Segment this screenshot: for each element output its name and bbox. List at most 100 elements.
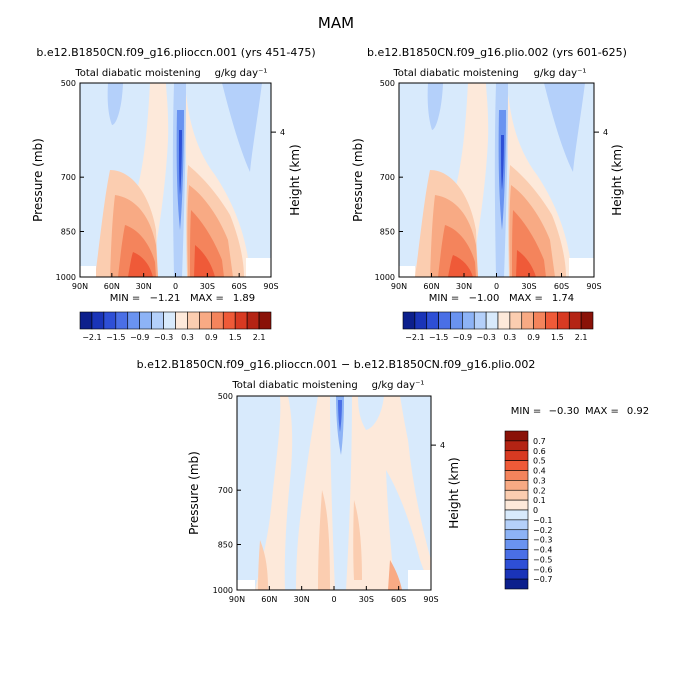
x-tick-label: 90S (263, 282, 278, 291)
colorbar-label: 0.2 (533, 486, 546, 495)
panel-difference-min-label: MIN = (511, 406, 542, 417)
x-tick-label: 90N (72, 282, 88, 291)
x-tick-label: 60S (391, 595, 406, 604)
y-tick-right-label: 4 (603, 128, 608, 137)
colorbar-label: 0.3 (504, 333, 517, 342)
x-tick-label: 60N (261, 595, 277, 604)
colorbar-swatch (103, 311, 117, 330)
colorbar-swatch (199, 311, 212, 330)
colorbar-swatch (127, 311, 140, 330)
colorbar-swatch (79, 311, 93, 330)
x-tick-label: 30N (456, 282, 472, 291)
colorbar-label: 0.6 (533, 447, 546, 456)
panel-plioccn-min-label: MIN = (110, 293, 141, 304)
colorbar-swatch (414, 311, 428, 330)
panel-plioccn-max-label: MAX = (190, 293, 224, 304)
field-pos-3 (258, 540, 268, 590)
colorbar-swatch (402, 311, 416, 330)
field-mask-north (237, 580, 255, 590)
panel-plioccn-field (80, 83, 271, 277)
colorbar-swatch (187, 311, 200, 330)
colorbar-swatch (497, 311, 511, 330)
colorbar-swatch (504, 440, 529, 452)
panel-plioccn-title: b.e12.B1850CN.f09_g16.plioccn.001 (yrs 4… (36, 46, 315, 59)
panel-plio-colorbar: −2.1 −1.5 −0.9 −0.3 0.3 0.9 1.5 2.1 (402, 311, 594, 342)
colorbar-label: −0.3 (533, 536, 552, 545)
colorbar-label: 0.1 (533, 496, 546, 505)
y-tick-label: 1000 (213, 586, 233, 595)
x-tick-label: 30N (136, 282, 152, 291)
panel-plio-units: g/kg day⁻¹ (534, 68, 587, 79)
x-tick-label: 60S (232, 282, 247, 291)
field-mask-north (80, 266, 96, 277)
field-dry-south (544, 83, 585, 172)
panel-plio-max-label: MAX = (509, 293, 543, 304)
colorbar-label: 0.3 (181, 333, 194, 342)
panel-plio-min-value: −1.00 (469, 293, 500, 304)
colorbar-swatch (115, 311, 129, 330)
colorbar-label: 0.9 (205, 333, 218, 342)
y-tick-label: 850 (61, 228, 76, 237)
field-dry-north (427, 83, 443, 130)
x-tick-label: 60S (554, 282, 569, 291)
colorbar-swatch (504, 470, 529, 481)
x-tick-label: 30S (359, 595, 374, 604)
panel-plioccn-ylabel-right: Height (km) (288, 144, 302, 215)
field-neg-30n (284, 396, 318, 590)
colorbar-swatch (163, 311, 176, 330)
colorbar-label: −1.5 (429, 333, 448, 342)
colorbar-label: 0.5 (533, 457, 546, 466)
colorbar-label: −0.3 (476, 333, 495, 342)
colorbar-label: −0.5 (533, 555, 552, 564)
panel-difference-min-value: −0.30 (549, 406, 580, 417)
panel-plio-max-value: 1.74 (552, 293, 574, 304)
field-subsidence-max (179, 130, 182, 195)
field-band-7 (128, 252, 153, 277)
x-tick-label: 0 (173, 282, 178, 291)
colorbar-swatch (426, 311, 439, 330)
colorbar-swatch (545, 311, 558, 330)
colorbar-swatch (504, 499, 529, 511)
y-tick-label: 850 (380, 228, 395, 237)
colorbar-swatch (504, 559, 529, 570)
colorbar-swatch (485, 311, 499, 330)
field-pos-1 (318, 490, 330, 590)
field-band-7 (448, 255, 473, 277)
panel-difference-units: g/kg day⁻¹ (372, 380, 425, 391)
colorbar-swatch (533, 311, 546, 330)
colorbar-label: 1.5 (551, 333, 564, 342)
colorbar-label: −0.3 (154, 333, 173, 342)
colorbar-swatch (504, 480, 529, 491)
x-tick-label: 90S (586, 282, 601, 291)
field-dry-south (222, 83, 262, 172)
colorbar-swatch (175, 311, 188, 330)
field-dry-north (107, 83, 123, 125)
panel-plioccn-units: g/kg day⁻¹ (215, 68, 268, 79)
colorbar-label: 0.3 (533, 476, 546, 485)
colorbar-label: −2.1 (405, 333, 424, 342)
panel-difference-max-value: 0.92 (627, 406, 649, 417)
page-title: MAM (318, 14, 354, 32)
y-tick-label: 700 (380, 173, 395, 182)
panel-difference-axes: 90N 60N 30N 0 30S 60S 90S 500 700 850 1000 4 (213, 392, 445, 604)
panel-plioccn: b.e12.B1850CN.f09_g16.plioccn.001 (yrs 4… (31, 46, 316, 342)
field-band-8 (194, 245, 215, 277)
panel-difference-colorbar: 0.70.60.50.40.30.20.10−0.1−0.2−0.3−0.4−0… (504, 430, 552, 590)
panel-difference-subtitle: Total diabatic moistening (231, 380, 357, 391)
colorbar-swatch (557, 311, 570, 330)
colorbar-swatch (91, 311, 105, 330)
panel-plio-ylabel-right: Height (km) (610, 144, 624, 215)
colorbar-swatch (211, 311, 224, 330)
field-pos-2 (353, 500, 362, 580)
colorbar-swatch (580, 311, 594, 330)
y-tick-right-label: 4 (440, 441, 445, 450)
panel-plioccn-max-value: 1.89 (233, 293, 255, 304)
colorbar-label: −2.1 (82, 333, 101, 342)
colorbar-label: −0.9 (453, 333, 472, 342)
colorbar-swatch (504, 489, 529, 501)
panel-plio-field (399, 83, 594, 277)
colorbar-label: −0.6 (533, 565, 552, 574)
colorbar-label: 0.4 (533, 467, 546, 476)
panel-plio-axes: 90N 60N 30N 0 30S 60S 90S 500 700 850 1000 4 (375, 79, 608, 291)
colorbar-swatch (504, 549, 529, 560)
